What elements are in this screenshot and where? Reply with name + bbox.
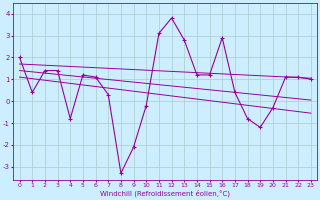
X-axis label: Windchill (Refroidissement éolien,°C): Windchill (Refroidissement éolien,°C) xyxy=(100,190,230,197)
